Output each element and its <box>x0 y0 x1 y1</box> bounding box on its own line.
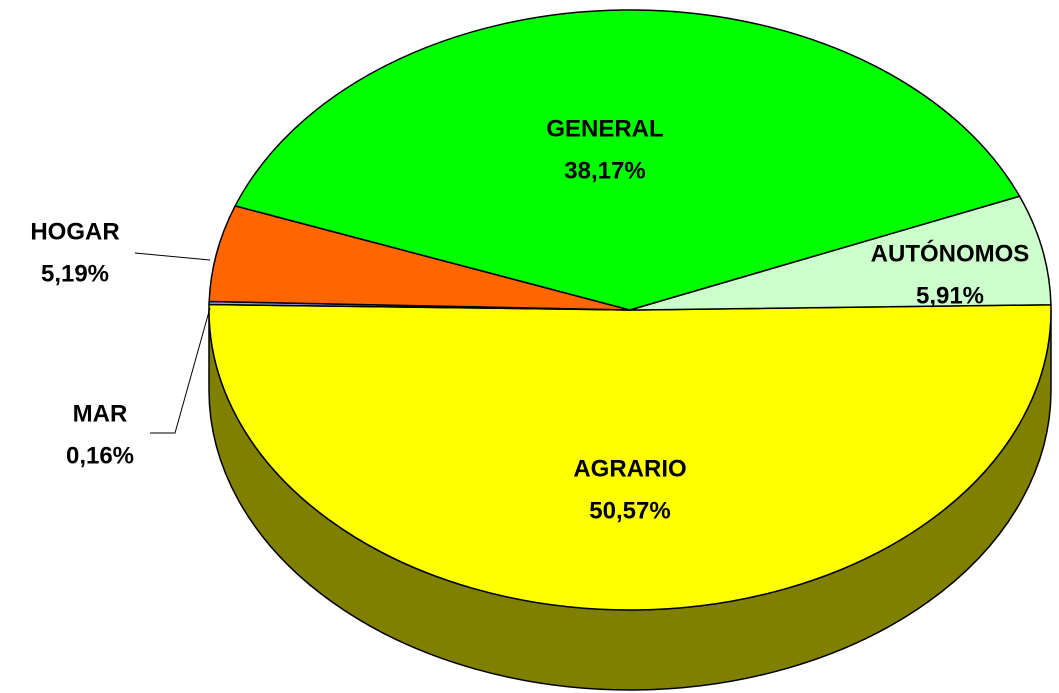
slice <box>629 195 1052 311</box>
labels: AGRARIO 50,57% MAR 0,16% HOGAR 5,19% GENERAL 38… <box>30 115 1029 524</box>
value-label: 0,16% <box>66 442 134 469</box>
slice <box>208 204 631 311</box>
value-label: 38,17% <box>564 157 645 184</box>
slice-label: AGRARIO <box>573 455 686 482</box>
slice <box>234 9 1021 311</box>
slice-label: GENERAL <box>546 115 663 142</box>
leader-line <box>134 252 211 261</box>
value-label: 5,91% <box>916 282 984 309</box>
value-label: 5,19% <box>41 260 109 287</box>
slice-label: HOGAR <box>30 218 119 245</box>
pie <box>208 9 1052 691</box>
slice <box>208 303 1052 611</box>
leader-line <box>150 307 211 434</box>
slice-label: AUTÓNOMOS <box>871 239 1030 267</box>
slice-label: MAR <box>73 400 128 427</box>
value-label: 50,57% <box>589 497 670 524</box>
